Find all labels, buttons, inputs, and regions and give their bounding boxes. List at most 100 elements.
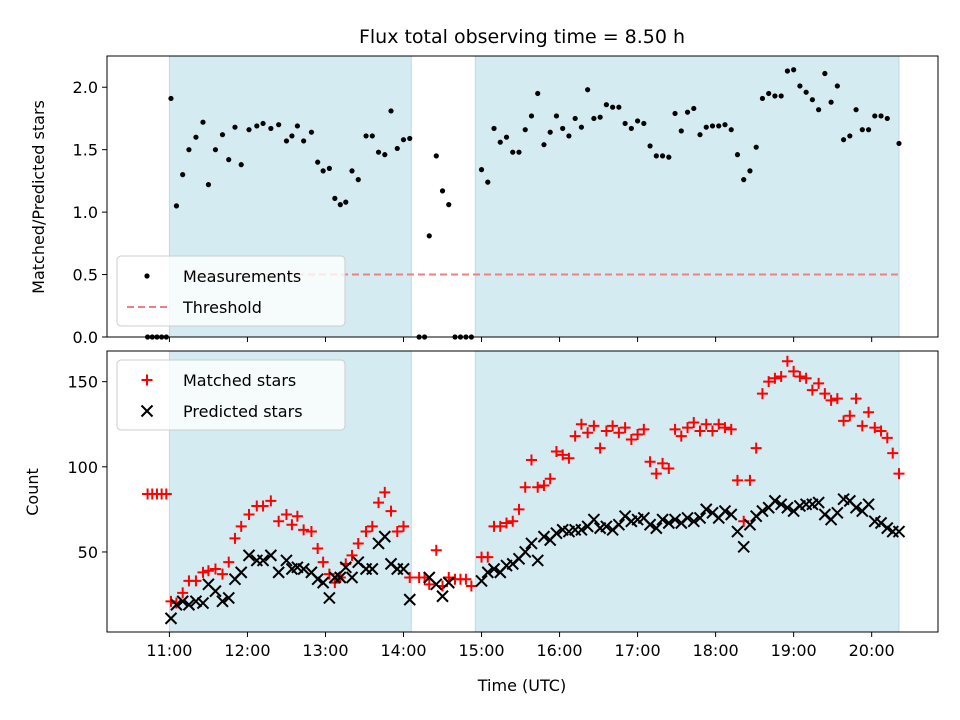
top-series-0-point-19	[260, 120, 266, 127]
bottom-series-0-point-24	[291, 510, 303, 522]
top-series-0-point-78	[634, 118, 641, 124]
top-series-0-point-47	[439, 188, 446, 194]
bottom-series-0-point-94	[731, 474, 743, 486]
bottom-series-0	[142, 355, 905, 609]
bottom-series-1-point-31	[366, 562, 379, 576]
bottom-legend: Matched stars Predicted stars	[116, 359, 346, 431]
bottom-x-tick-label-6: 17:00	[615, 641, 661, 660]
bottom-series-1-point-2	[176, 595, 189, 608]
top-series-0-point-77	[628, 125, 634, 132]
top-series-0-point-115	[865, 127, 872, 133]
top-series-0-point-57	[503, 134, 510, 140]
bottom-series-0-point-46	[430, 544, 442, 556]
bottom-series-1-point-87	[756, 504, 769, 518]
bottom-series-0-point-58	[507, 515, 519, 527]
top-series-0-point-39	[388, 108, 394, 114]
top-series-0-point-100	[772, 93, 778, 99]
top-series-0-point-18	[254, 123, 260, 129]
bottom-series-0-point-38	[379, 486, 391, 498]
top-series-0-point-79	[641, 120, 647, 127]
top-series-0-point-38	[382, 152, 388, 158]
bottom-series-1-point-104	[862, 498, 875, 511]
top-series-0-point-113	[853, 107, 859, 113]
bottom-series-0-point-108	[819, 388, 831, 400]
bottom-series-0-point-101	[775, 371, 787, 383]
top-series-0-point-76	[622, 120, 628, 127]
bottom-axes: 11:00 12:00 13:00 14:00 15:00 16:00 17:00 18:00…	[67, 350, 939, 660]
bottom-series-0-point-82	[657, 457, 669, 469]
bottom-x-tick-label-9: 20:00	[849, 641, 895, 660]
top-series-0-point-54	[485, 179, 491, 185]
bottom-legend-label-0: Matched stars	[183, 371, 296, 390]
bottom-series-0-point-91	[713, 418, 725, 430]
top-series-0-point-22	[283, 138, 290, 144]
top-series-0-point-10	[200, 119, 206, 125]
top-series-0-point-21	[276, 122, 282, 128]
top-series-0-point-16	[238, 162, 244, 168]
bottom-series-0-point-107	[813, 377, 825, 389]
top-series-0-point-89	[703, 124, 709, 130]
top-series-0-point-6	[173, 203, 180, 209]
top-series-0-point-15	[232, 124, 238, 130]
bottom-series-0-point-21	[273, 515, 285, 527]
bottom-series-1-point-54	[550, 527, 563, 540]
top-legend-marker-0	[144, 273, 150, 279]
bottom-series-0-point-70	[582, 427, 594, 439]
bottom-series-0-point-90	[706, 425, 718, 437]
bottom-series-1-point-50	[525, 537, 538, 550]
top-series-0-point-46	[433, 153, 439, 159]
bottom-series-1-point-70	[650, 521, 663, 535]
bottom-series-0-point-37	[373, 497, 385, 509]
top-series-0-point-70	[585, 87, 591, 93]
bottom-series-0-point-63	[538, 480, 550, 492]
bottom-series-0-point-99	[763, 376, 775, 388]
top-series-0-point-101	[778, 93, 784, 99]
x-axis-label: Time (UTC)	[477, 676, 566, 695]
bottom-y-axis-label: Count	[23, 468, 42, 516]
bottom-series-1-point-12	[242, 549, 256, 562]
bottom-series-0-point-19	[257, 500, 269, 512]
top-series-0-point-55	[491, 125, 497, 132]
top-series-0-point-35	[363, 133, 369, 139]
top-series-0-point-28	[320, 168, 326, 174]
top-series-0-point-88	[697, 132, 703, 138]
bottom-series-0-point-117	[875, 425, 887, 437]
bottom-y-tick-label-1: 100	[67, 458, 98, 477]
top-series-0-point-109	[828, 99, 834, 105]
bottom-series-1-point-75	[681, 511, 694, 525]
top-series-0-point-45	[426, 233, 432, 239]
bottom-series-0-point-33	[346, 549, 358, 561]
bottom-series-0-point-27	[312, 543, 324, 555]
bottom-series-1-point-8	[216, 595, 229, 608]
bottom-series-0-point-62	[532, 481, 544, 493]
bottom-series-1-point-7	[209, 584, 222, 598]
top-series-0-point-12	[212, 147, 219, 153]
top-series-0-point-73	[603, 102, 609, 108]
bottom-series-1-point-77	[693, 511, 707, 525]
top-series-0-point-40	[394, 145, 400, 152]
bottom-series-0-point-74	[607, 420, 619, 432]
top-series-0-point-61	[528, 113, 535, 119]
top-series-0-point-108	[822, 70, 828, 77]
top-legend-label-1: Threshold	[182, 298, 262, 317]
bottom-series-0-point-56	[494, 520, 506, 532]
top-series-0-point-114	[859, 127, 865, 133]
top-series-0-point-71	[591, 115, 597, 122]
top-series-0-point-87	[691, 105, 697, 112]
bottom-series-0-point-105	[800, 372, 812, 384]
bottom-series-0-point-5	[165, 595, 177, 607]
bottom-series-0-point-120	[893, 468, 905, 480]
bottom-series-1-point-1	[170, 598, 183, 611]
top-series-0-point-59	[516, 149, 522, 155]
top-series-0-point-75	[616, 104, 622, 110]
bottom-series-0-point-97	[750, 442, 762, 454]
bottom-x-tick-label-7: 18:00	[693, 641, 739, 660]
bottom-series-0-point-59	[513, 503, 525, 515]
top-series-0-point-81	[653, 153, 659, 159]
top-legend-box	[116, 255, 346, 327]
bottom-series-0-point-69	[575, 418, 587, 430]
top-series-0-point-64	[547, 129, 553, 135]
bottom-series-1-point-36	[397, 562, 410, 576]
top-series-0-point-24	[294, 123, 300, 129]
top-y-axis-label: Matched/Predicted stars	[29, 100, 48, 294]
